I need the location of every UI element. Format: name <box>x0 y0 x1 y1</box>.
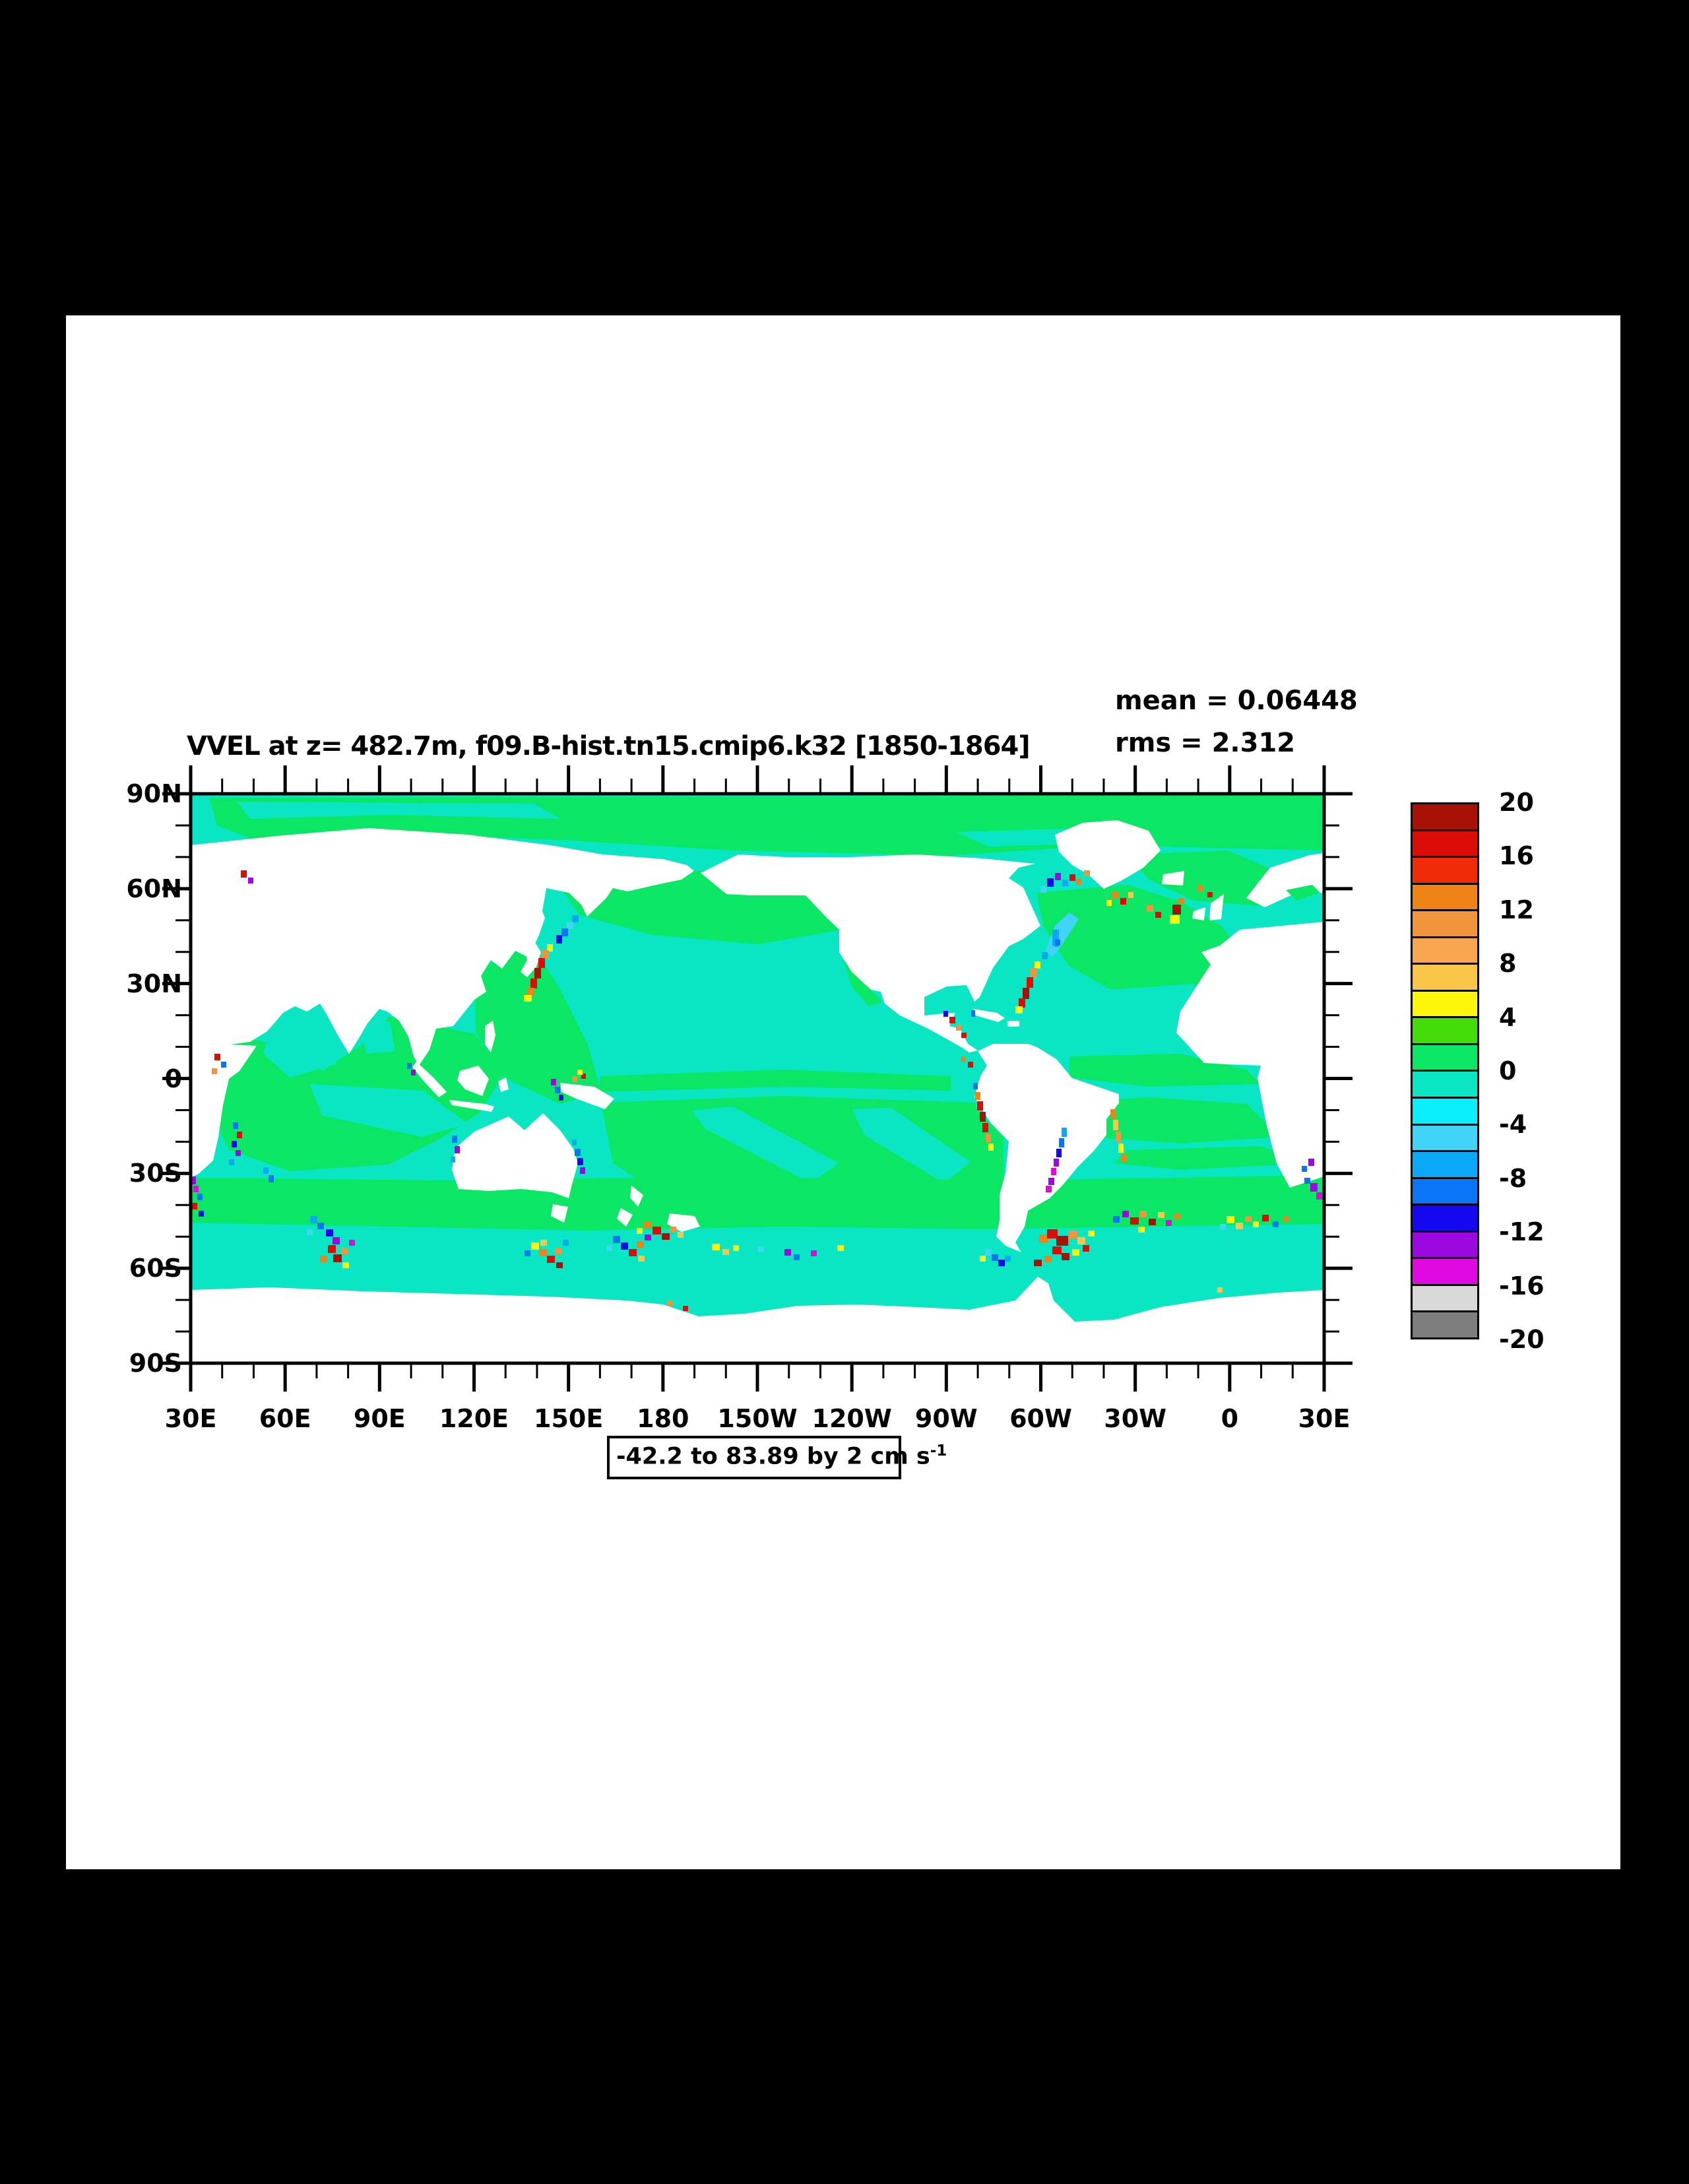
colorbar-cell <box>1411 1283 1479 1313</box>
colorbar-cell <box>1411 1257 1479 1286</box>
x-tick-label: 0 <box>1221 1404 1239 1433</box>
colorbar-tick-label: -4 <box>1499 1110 1527 1140</box>
colorbar-cell <box>1411 1097 1479 1126</box>
x-tick-label: 30W <box>1104 1404 1167 1433</box>
x-tick-label: 60E <box>259 1404 311 1433</box>
x-tick-label: 30E <box>1298 1404 1351 1433</box>
mean-value: mean = 0.06448 <box>1115 686 1358 716</box>
plot-frame <box>189 792 1326 1365</box>
colorbar <box>1411 802 1479 1339</box>
colorbar-cell <box>1411 802 1479 831</box>
colorbar-tick-label: 0 <box>1499 1056 1517 1085</box>
colorbar-cell <box>1411 856 1479 885</box>
colorbar-cell <box>1411 963 1479 992</box>
y-tick-label: 60S <box>129 1254 182 1283</box>
colorbar-tick-label: 4 <box>1499 1002 1517 1032</box>
x-tick-label: 90E <box>353 1404 406 1433</box>
x-tick-label: 30E <box>164 1404 217 1433</box>
colorbar-cell <box>1411 1310 1479 1339</box>
y-tick-label: 30S <box>129 1159 182 1188</box>
x-tick-label: 150W <box>717 1404 798 1433</box>
world-map-plot <box>162 765 1353 1392</box>
range-caption-text: -42.2 to 83.89 by 2 cm s <box>616 1443 930 1470</box>
colorbar-tick-label: 12 <box>1499 895 1534 924</box>
colorbar-tick-label: -12 <box>1499 1217 1545 1247</box>
colorbar-cell <box>1411 1204 1479 1233</box>
colorbar-cell <box>1411 909 1479 938</box>
plot-title: VVEL at z= 482.7m, f09.B-hist.tn15.cmip6… <box>187 731 1031 761</box>
x-tick-label: 150E <box>534 1404 604 1433</box>
colorbar-cell <box>1411 1230 1479 1260</box>
stats-block: mean = 0.06448 rms = 2.312 <box>1115 680 1358 764</box>
y-tick-label: 90N <box>126 779 182 808</box>
y-tick-label: 90S <box>129 1349 182 1378</box>
x-tick-label: 180 <box>637 1404 689 1433</box>
range-caption: -42.2 to 83.89 by 2 cm s-1 <box>607 1436 947 1479</box>
continent-layer <box>191 820 1324 1363</box>
map-plot-area <box>144 748 1370 1409</box>
plot-page: VVEL at z= 482.7m, f09.B-hist.tn15.cmip6… <box>66 315 1620 1869</box>
x-tick-label: 120W <box>812 1404 892 1433</box>
range-caption-superscript: -1 <box>930 1442 947 1460</box>
colorbar-cell <box>1411 1070 1479 1099</box>
colorbar-cell <box>1411 989 1479 1019</box>
y-tick-label: 60N <box>126 874 182 903</box>
colorbar-cell <box>1411 936 1479 965</box>
y-tick-label: 0 <box>164 1064 182 1093</box>
colorbar-cell <box>1411 1176 1479 1206</box>
colorbar-tick-label: 8 <box>1499 949 1517 979</box>
colorbar-tick-label: -16 <box>1499 1271 1545 1301</box>
colorbar-cell <box>1411 829 1479 858</box>
x-tick-label: 120E <box>439 1404 509 1433</box>
rms-value: rms = 2.312 <box>1115 728 1296 758</box>
colorbar-cell <box>1411 882 1479 912</box>
colorbar-tick-label: -8 <box>1499 1163 1527 1193</box>
colorbar-cell <box>1411 1016 1479 1045</box>
colorbar-tick-label: -20 <box>1499 1325 1545 1354</box>
x-tick-label: 90W <box>914 1404 978 1433</box>
tick-marks <box>162 765 1353 1392</box>
colorbar-tick-label: 20 <box>1499 788 1534 817</box>
colorbar-cell <box>1411 1123 1479 1153</box>
feature-layer <box>191 870 1322 1311</box>
x-tick-label: 60W <box>1009 1404 1072 1433</box>
colorbar-tick-label: 16 <box>1499 841 1534 871</box>
colorbar-cell <box>1411 1043 1479 1072</box>
y-tick-label: 30N <box>126 969 182 998</box>
colorbar-cell <box>1411 1150 1479 1179</box>
